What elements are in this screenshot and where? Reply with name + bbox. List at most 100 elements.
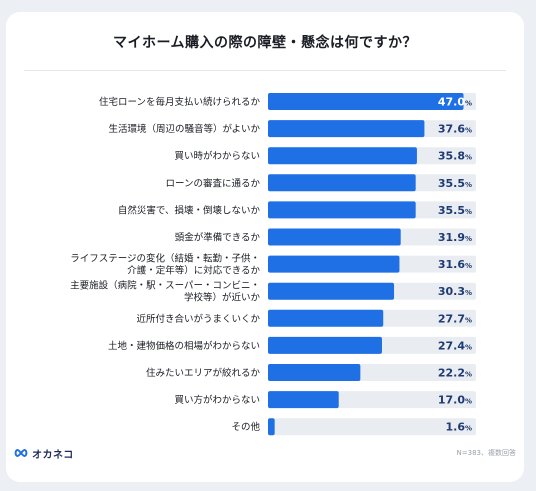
bar-row: 買い時がわからない 35.8% (174, 147, 476, 165)
title-divider (24, 70, 506, 71)
data-label-unit: % (465, 100, 472, 108)
data-label-unit: % (465, 262, 472, 270)
data-label-unit: % (465, 398, 472, 406)
category-label: 買い方がわからない (174, 394, 260, 406)
bar-row: 生活環境（周辺の騒音等）がよいか 37.6% (108, 120, 476, 138)
data-label-value: 27.7 (438, 312, 465, 325)
category-label: 頭金が準備できるか (175, 232, 261, 244)
category-label: 住みたいエリアが絞れるか (146, 367, 261, 379)
category-label-line: 頭金が準備できるか (175, 232, 261, 244)
data-label-value: 27.4 (438, 339, 465, 352)
data-label-unit: % (465, 425, 472, 433)
bar (268, 120, 425, 138)
category-label: ローンの審査に通るか (165, 177, 260, 189)
category-label: 買い時がわからない (174, 150, 260, 162)
data-label-value: 31.6 (438, 258, 465, 271)
category-label: ライフステージの変化（結婚・転勤・子供・介護・定年等）に対応できるか (70, 253, 260, 277)
bar-row: 住みたいエリアが絞れるか 22.2% (146, 364, 476, 381)
bar (268, 255, 400, 273)
bar-row: ローンの審査に通るか 35.5% (165, 174, 476, 192)
category-label: 住宅ローンを毎月支払い続けられるか (99, 96, 261, 108)
bar (268, 309, 384, 327)
bar (268, 201, 416, 219)
bar (268, 147, 417, 165)
data-label-value: 47.0 (438, 96, 465, 109)
data-label: 35.5% (438, 204, 472, 217)
category-label-line: ライフステージの変化（結婚・転勤・子供・ (70, 253, 260, 265)
bar (268, 282, 395, 300)
data-label-value: 22.2 (438, 367, 465, 380)
data-label-value: 30.3 (438, 285, 465, 298)
category-label-line: 住宅ローンを毎月支払い続けられるか (99, 96, 261, 108)
infinity-icon (14, 448, 28, 458)
bar (268, 93, 464, 110)
data-label: 35.5% (438, 177, 472, 190)
data-label-unit: % (465, 343, 472, 351)
category-label-line: その他 (231, 421, 260, 433)
category-label: その他 (231, 421, 260, 433)
data-label-unit: % (465, 235, 472, 243)
category-label-line: 学校等）が近いか (184, 292, 261, 304)
category-label-line: 買い方がわからない (174, 394, 260, 406)
bar-row: 主要施設（病院・駅・スーパー・コンビニ・学校等）が近いか 30.3% (70, 280, 476, 304)
data-label: 47.0% (438, 96, 472, 109)
category-label-line: 近所付き合いがうまくいくか (136, 313, 260, 325)
bar-row: その他 1.6% (231, 418, 476, 436)
bar (268, 364, 361, 381)
category-label: 土地・建物価格の相場がわからない (108, 340, 260, 352)
data-label-value: 1.6 (445, 421, 465, 434)
data-label: 35.8% (438, 150, 472, 163)
bar (268, 336, 382, 354)
data-label-unit: % (465, 154, 472, 162)
bar-row: 自然災害で、損壊・倒壊しないか 35.5% (118, 201, 476, 219)
bar-row: 近所付き合いがうまくいくか 27.7% (136, 309, 476, 327)
data-label: 27.4% (438, 339, 472, 352)
data-label-unit: % (465, 371, 472, 379)
data-label-value: 35.5 (438, 204, 465, 217)
data-label-value: 31.9 (438, 231, 465, 244)
category-label: 生活環境（周辺の騒音等）がよいか (108, 123, 260, 135)
data-label: 27.7% (438, 312, 472, 325)
data-label-unit: % (465, 208, 472, 216)
chart-title: マイホーム購入の際の障壁・懸念は何ですか？ (112, 35, 418, 51)
data-label: 30.3% (438, 285, 472, 298)
data-label-unit: % (465, 289, 472, 297)
data-label: 17.0% (438, 394, 472, 407)
data-label-unit: % (465, 181, 472, 189)
bar (268, 228, 401, 246)
bar-row: 買い方がわからない 17.0% (174, 391, 476, 409)
sample-note: N=383、複数回答 (456, 449, 516, 457)
category-label: 自然災害で、損壊・倒壊しないか (118, 204, 261, 216)
data-label-unit: % (465, 316, 472, 324)
bar (268, 174, 416, 192)
data-label: 31.6% (438, 258, 472, 271)
category-label-line: 土地・建物価格の相場がわからない (108, 340, 260, 352)
category-label-line: 主要施設（病院・駅・スーパー・コンビニ・ (70, 280, 260, 292)
brand-name: オカネコ (32, 449, 74, 461)
category-label-line: 生活環境（周辺の騒音等）がよいか (108, 123, 260, 135)
category-label: 主要施設（病院・駅・スーパー・コンビニ・学校等）が近いか (70, 280, 260, 304)
category-label-line: 買い時がわからない (174, 150, 260, 162)
bar-track (268, 418, 476, 436)
bar (268, 418, 275, 436)
data-label: 1.6% (445, 421, 472, 434)
data-label-value: 37.6 (438, 123, 465, 136)
brand-logo: オカネコ (14, 446, 74, 461)
category-label-line: 介護・定年等）に対応できるか (127, 265, 260, 277)
bar-row: 住宅ローンを毎月支払い続けられるか 47.0% (99, 93, 476, 110)
bar-row: 頭金が準備できるか 31.9% (175, 228, 476, 246)
category-label-line: 自然災害で、損壊・倒壊しないか (118, 204, 261, 216)
data-label-value: 35.5 (438, 177, 465, 190)
category-label-line: ローンの審査に通るか (165, 177, 260, 189)
data-label-value: 35.8 (438, 150, 465, 163)
bar-row: ライフステージの変化（結婚・転勤・子供・介護・定年等）に対応できるか 31.6% (70, 253, 476, 277)
bar (268, 391, 339, 409)
data-label: 22.2% (438, 367, 472, 380)
data-label: 37.6% (438, 123, 472, 136)
data-label: 31.9% (438, 231, 472, 244)
category-label-line: 住みたいエリアが絞れるか (146, 367, 261, 379)
category-label: 近所付き合いがうまくいくか (136, 313, 260, 325)
data-label-unit: % (465, 127, 472, 135)
bar-row: 土地・建物価格の相場がわからない 27.4% (108, 336, 476, 354)
